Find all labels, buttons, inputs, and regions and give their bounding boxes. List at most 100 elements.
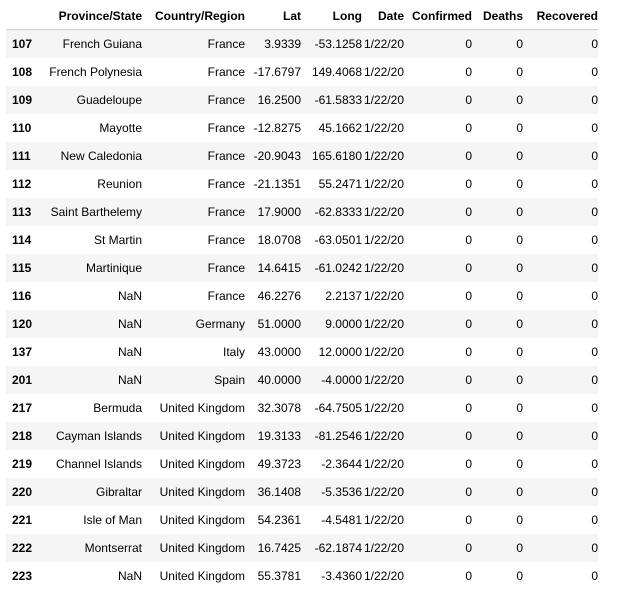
row-index: 220 — [12, 485, 33, 499]
cell-date: 1/22/20 — [363, 121, 404, 135]
cell-recovered: 0 — [591, 513, 598, 527]
cell-confirmed: 0 — [465, 149, 472, 163]
cell-deaths: 0 — [516, 261, 523, 275]
cell-deaths: 0 — [516, 177, 523, 191]
cell-province-state: New Caledonia — [60, 149, 142, 163]
cell-country-region: France — [207, 177, 245, 191]
cell-country-region: France — [207, 93, 245, 107]
row-index: 112 — [12, 177, 32, 191]
cell-recovered: 0 — [591, 317, 598, 331]
cell-country-region: United Kingdom — [159, 541, 245, 555]
row-index: 219 — [12, 457, 33, 471]
cell-province-state: Isle of Man — [83, 513, 142, 527]
header-province-state: Province/State — [42, 3, 142, 30]
cell-confirmed: 0 — [465, 485, 472, 499]
cell-long: -64.7505 — [314, 401, 362, 415]
cell-confirmed: 0 — [465, 317, 472, 331]
table-row: 114 St Martin France 18.0708 -63.0501 1/22/20… — [6, 226, 598, 254]
row-index: 108 — [12, 65, 33, 79]
cell-deaths: 0 — [516, 93, 523, 107]
cell-date: 1/22/20 — [363, 345, 404, 359]
cell-province-state: Cayman Islands — [55, 429, 142, 443]
cell-recovered: 0 — [591, 401, 598, 415]
cell-lat: 16.2500 — [257, 93, 301, 107]
cell-country-region: United Kingdom — [159, 513, 245, 527]
cell-recovered: 0 — [591, 429, 598, 443]
cell-deaths: 0 — [516, 541, 523, 555]
cell-country-region: Italy — [222, 345, 245, 359]
table-row: 201 NaN Spain 40.0000 -4.0000 1/22/20 0 0 0 — [6, 366, 598, 394]
cell-date: 1/22/20 — [363, 261, 404, 275]
table-row: 107 French Guiana France 3.9339 -53.1258 1/22… — [6, 29, 598, 58]
cell-province-state: NaN — [117, 345, 142, 359]
table-row: 111 New Caledonia France -20.9043 165.6180 1/… — [6, 142, 598, 170]
cell-deaths: 0 — [516, 121, 523, 135]
cell-recovered: 0 — [591, 373, 598, 387]
cell-lat: 46.2276 — [257, 289, 301, 303]
cell-date: 1/22/20 — [363, 457, 404, 471]
cell-country-region: Germany — [195, 317, 245, 331]
table-body: 107 French Guiana France 3.9339 -53.1258 1/22… — [6, 29, 598, 590]
cell-recovered: 0 — [591, 149, 598, 163]
table-row: 220 Gibraltar United Kingdom 36.1408 -5.3536… — [6, 478, 598, 506]
cell-country-region: United Kingdom — [159, 457, 245, 471]
header-lat: Lat — [245, 3, 301, 30]
cell-lat: 16.7425 — [257, 541, 301, 555]
cell-date: 1/22/20 — [363, 37, 404, 51]
header-long: Long — [301, 3, 362, 30]
cell-deaths: 0 — [516, 317, 523, 331]
cell-confirmed: 0 — [465, 289, 472, 303]
cell-lat: -12.8275 — [253, 121, 301, 135]
cell-country-region: United Kingdom — [159, 429, 245, 443]
cell-country-region: France — [207, 121, 245, 135]
cell-long: 45.1662 — [318, 121, 362, 135]
cell-long: -2.3644 — [321, 457, 362, 471]
cell-deaths: 0 — [516, 289, 523, 303]
table-row: 223 NaN United Kingdom 55.3781 -3.4360 1/22/2… — [6, 562, 598, 590]
cell-recovered: 0 — [591, 541, 598, 555]
cell-province-state: Martinique — [85, 261, 142, 275]
cell-deaths: 0 — [516, 65, 523, 79]
cell-province-state: NaN — [117, 317, 142, 331]
cell-country-region: France — [207, 37, 245, 51]
cell-long: 9.0000 — [325, 317, 362, 331]
table-row: 120 NaN Germany 51.0000 9.0000 1/22/20 0 0 0 — [6, 310, 598, 338]
cell-date: 1/22/20 — [363, 485, 404, 499]
cell-deaths: 0 — [516, 149, 523, 163]
cell-lat: 17.9000 — [257, 205, 301, 219]
cell-country-region: United Kingdom — [159, 401, 245, 415]
cell-date: 1/22/20 — [363, 513, 404, 527]
cell-country-region: France — [207, 149, 245, 163]
row-index: 223 — [12, 569, 33, 583]
cell-confirmed: 0 — [465, 37, 472, 51]
cell-long: -63.0501 — [314, 233, 362, 247]
table-row: 112 Reunion France -21.1351 55.2471 1/22/20 0 0… — [6, 170, 598, 198]
row-index: 137 — [12, 345, 33, 359]
header-index — [6, 3, 42, 30]
cell-recovered: 0 — [591, 65, 598, 79]
table-row: 115 Martinique France 14.6415 -61.0242 1/22/2… — [6, 254, 598, 282]
row-index: 120 — [12, 317, 33, 331]
cell-long: 12.0000 — [318, 345, 362, 359]
cell-province-state: French Polynesia — [49, 65, 142, 79]
header-recovered: Recovered — [523, 3, 598, 30]
cell-confirmed: 0 — [465, 345, 472, 359]
cell-province-state: Channel Islands — [55, 457, 142, 471]
cell-long: -62.8333 — [314, 205, 362, 219]
cell-confirmed: 0 — [465, 65, 472, 79]
cell-long: -61.5833 — [314, 93, 362, 107]
cell-province-state: St Martin — [93, 233, 142, 247]
cell-long: -5.3536 — [321, 485, 362, 499]
cell-date: 1/22/20 — [363, 569, 404, 583]
cell-date: 1/22/20 — [363, 401, 404, 415]
table-row: 108 French Polynesia France -17.6797 149.406… — [6, 58, 598, 86]
row-index: 116 — [12, 289, 32, 303]
cell-lat: 18.0708 — [257, 233, 301, 247]
cell-long: 55.2471 — [318, 177, 362, 191]
cell-confirmed: 0 — [465, 177, 472, 191]
cell-recovered: 0 — [591, 345, 598, 359]
row-index: 217 — [12, 401, 33, 415]
cell-confirmed: 0 — [465, 429, 472, 443]
cell-long: -81.2546 — [314, 429, 362, 443]
cell-deaths: 0 — [516, 513, 523, 527]
